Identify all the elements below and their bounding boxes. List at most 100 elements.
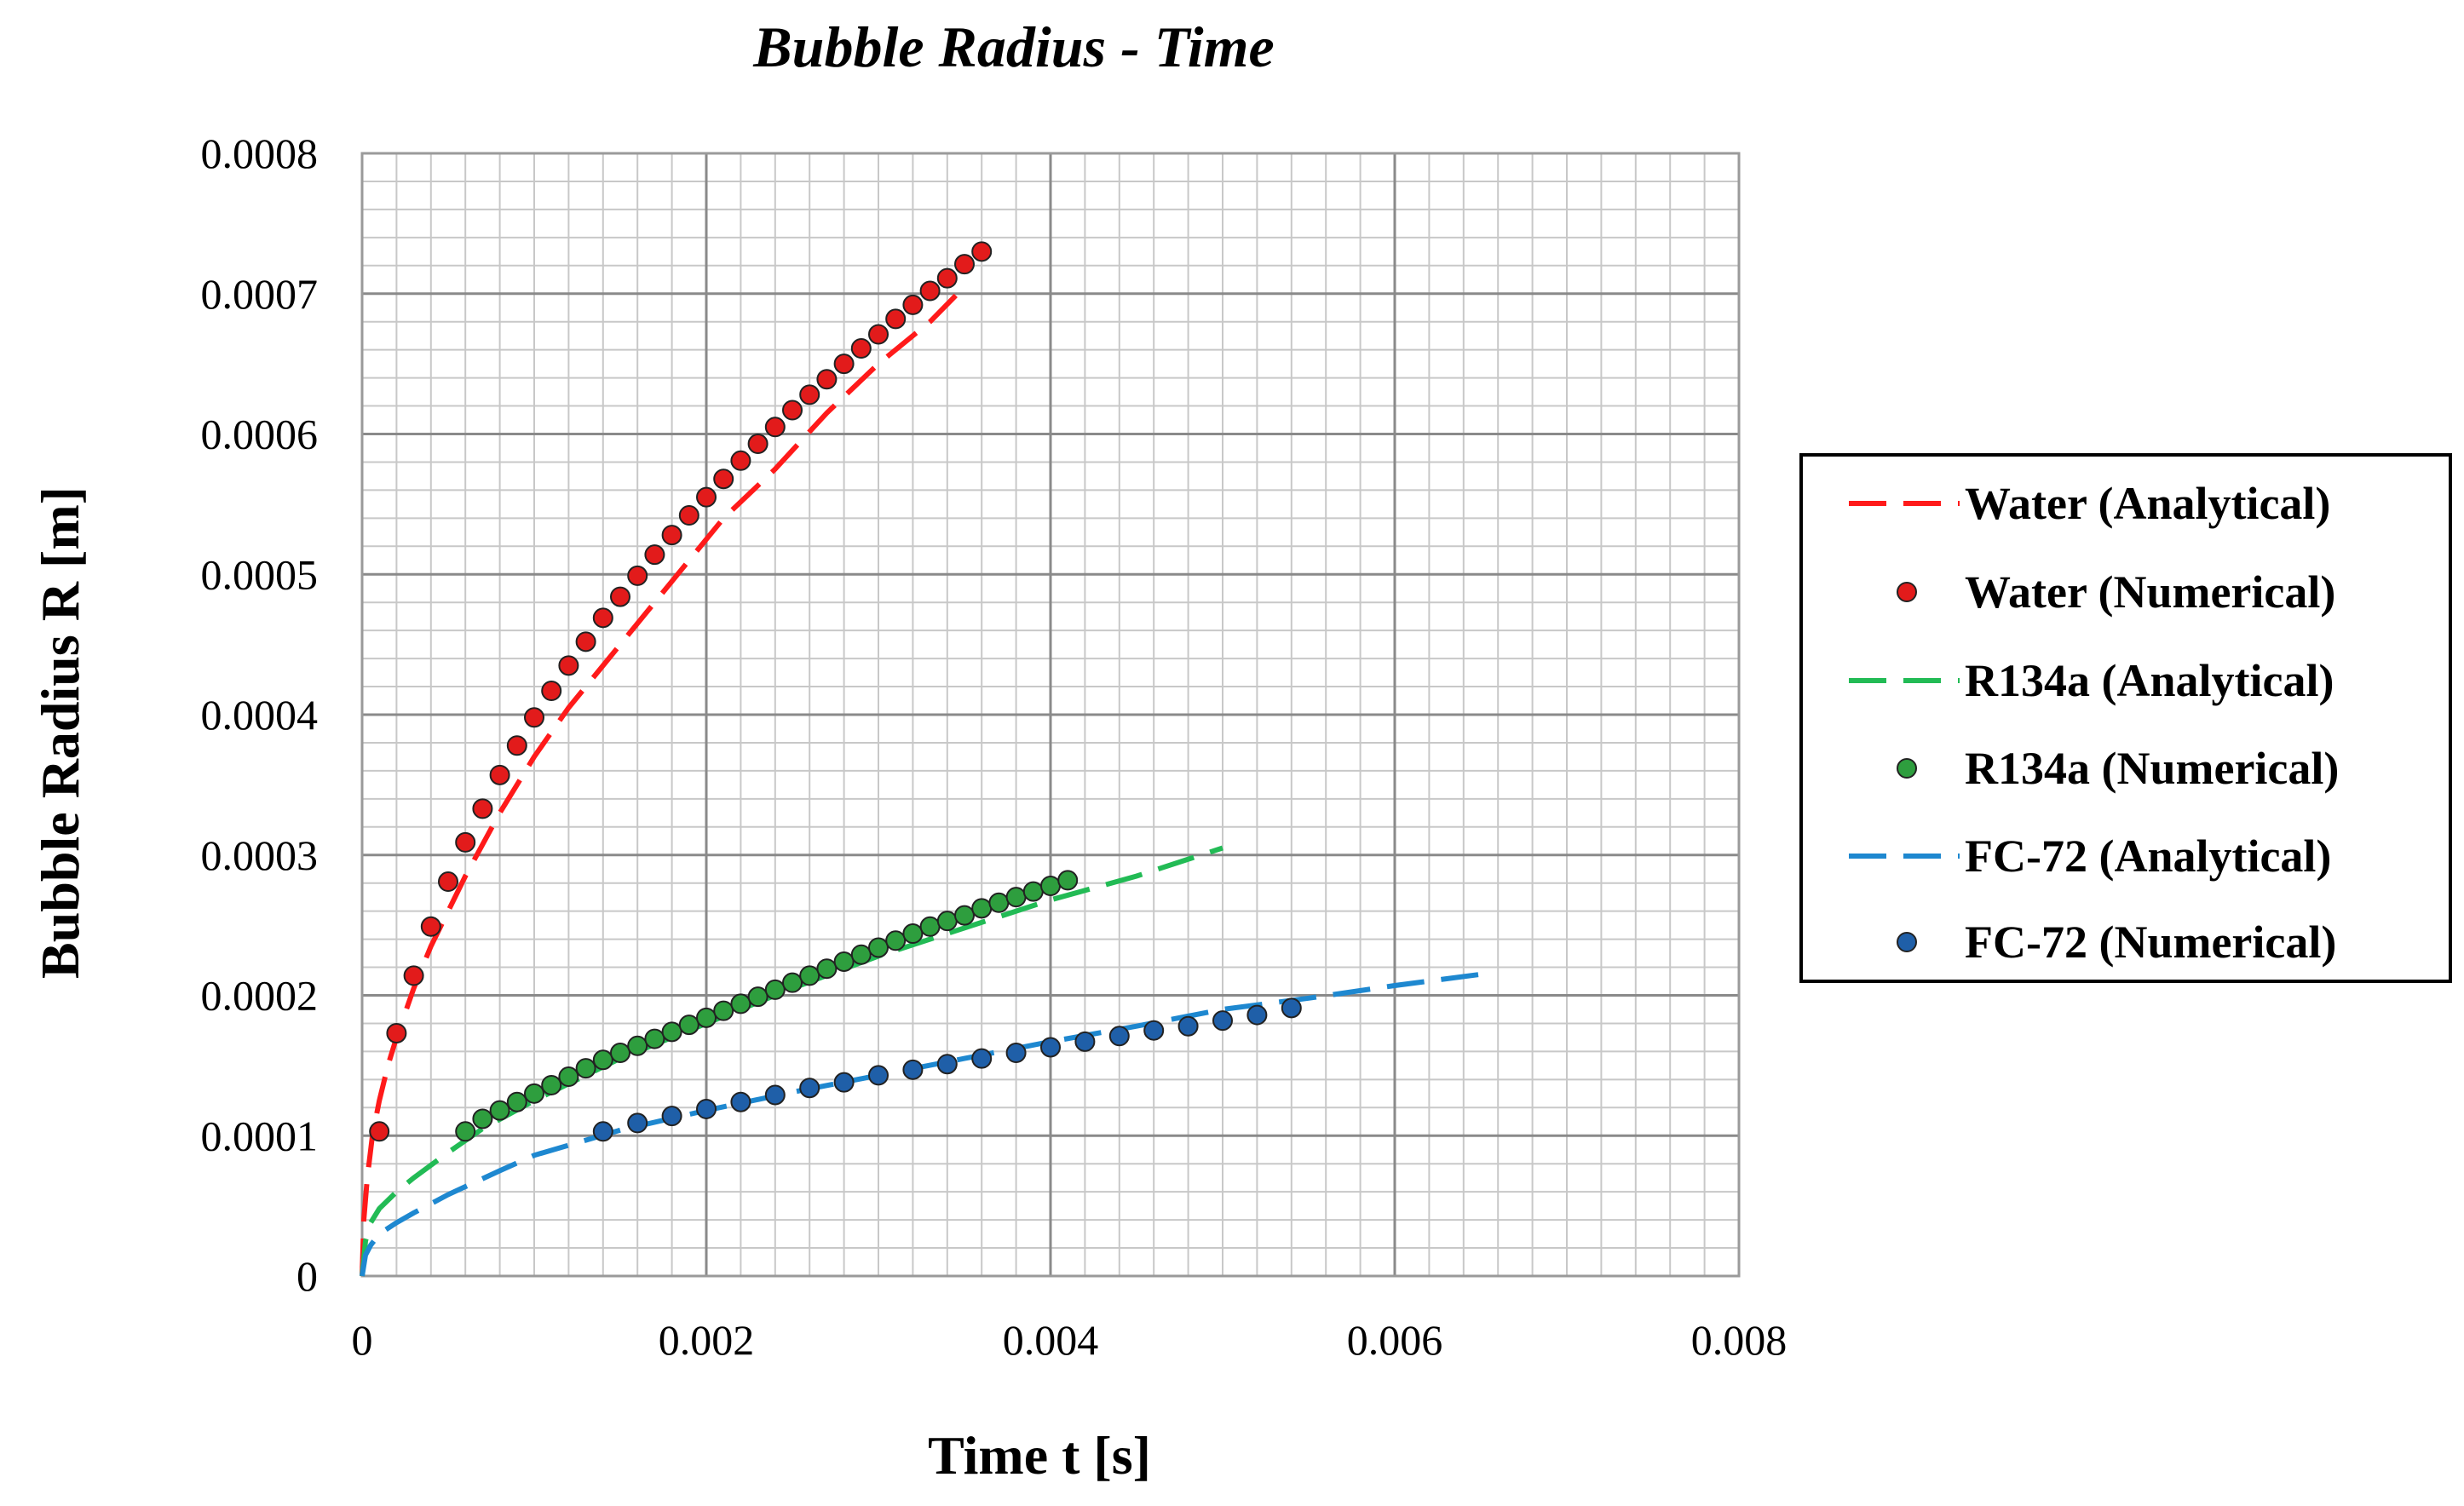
data-point-fc-72-numerical bbox=[833, 1072, 855, 1093]
data-point-r134a-numerical bbox=[575, 1058, 596, 1079]
data-point-fc-72-numerical bbox=[696, 1098, 717, 1119]
data-point-water-numerical bbox=[816, 369, 838, 390]
data-point-r134a-numerical bbox=[592, 1049, 613, 1071]
data-point-water-numerical bbox=[713, 468, 734, 490]
data-point-water-numerical bbox=[764, 417, 786, 438]
series-layer bbox=[360, 241, 1482, 1277]
data-point-water-numerical bbox=[971, 241, 993, 262]
data-point-r134a-numerical bbox=[1005, 887, 1027, 908]
data-point-water-numerical bbox=[506, 735, 527, 756]
data-point-r134a-numerical bbox=[661, 1021, 682, 1043]
data-point-water-numerical bbox=[868, 324, 889, 345]
data-point-r134a-numerical bbox=[885, 930, 907, 951]
x-tick-label: 0.002 bbox=[659, 1316, 755, 1364]
data-point-r134a-numerical bbox=[558, 1066, 579, 1088]
data-point-fc-72-numerical bbox=[1143, 1020, 1165, 1041]
y-tick-label: 0.0007 bbox=[201, 270, 319, 318]
legend-swatch-r134a-numerical bbox=[1897, 758, 1917, 779]
data-point-water-numerical bbox=[644, 544, 665, 566]
data-point-water-numerical bbox=[369, 1121, 390, 1142]
data-point-r134a-numerical bbox=[524, 1083, 544, 1104]
data-point-water-numerical bbox=[782, 399, 803, 421]
legend-label-r134a-numerical: R134a (Numerical) bbox=[1965, 743, 2339, 794]
data-point-fc-72-numerical bbox=[868, 1065, 889, 1086]
x-tick-label: 0 bbox=[352, 1316, 373, 1364]
data-point-water-numerical bbox=[696, 486, 717, 508]
data-point-water-numerical bbox=[558, 655, 579, 676]
major-grid bbox=[362, 153, 1739, 1276]
data-point-r134a-numerical bbox=[541, 1074, 562, 1095]
y-tick-label: 0.0008 bbox=[201, 129, 319, 177]
data-point-r134a-numerical bbox=[644, 1028, 665, 1049]
x-tick-labels: 0 0.002 0.004 0.006 0.008 bbox=[352, 1316, 1788, 1364]
data-point-water-numerical bbox=[799, 384, 820, 405]
data-point-r134a-numerical bbox=[1040, 875, 1061, 896]
data-point-r134a-numerical bbox=[489, 1100, 510, 1121]
data-point-fc-72-numerical bbox=[627, 1112, 648, 1134]
series-line-water-analytical bbox=[360, 285, 967, 1277]
data-point-water-numerical bbox=[455, 831, 476, 853]
data-point-water-numerical bbox=[747, 434, 769, 455]
data-point-r134a-numerical bbox=[506, 1091, 527, 1112]
data-point-water-numerical bbox=[936, 267, 958, 289]
y-tick-label: 0.0002 bbox=[201, 972, 319, 1020]
data-point-r134a-numerical bbox=[713, 1000, 734, 1021]
data-point-water-numerical bbox=[592, 607, 613, 629]
data-point-fc-72-numerical bbox=[592, 1121, 613, 1142]
data-point-water-numerical bbox=[420, 916, 441, 937]
data-point-water-numerical bbox=[730, 450, 751, 471]
data-point-water-numerical bbox=[541, 680, 562, 701]
data-point-water-numerical bbox=[438, 871, 458, 893]
data-point-r134a-numerical bbox=[747, 986, 769, 1008]
data-point-r134a-numerical bbox=[954, 905, 975, 926]
legend-label-r134a-analytical: R134a (Analytical) bbox=[1965, 655, 2334, 706]
data-point-r134a-numerical bbox=[902, 923, 924, 945]
data-point-fc-72-numerical bbox=[661, 1106, 682, 1127]
data-point-r134a-numerical bbox=[764, 979, 786, 1000]
data-point-water-numerical bbox=[610, 586, 630, 607]
x-tick-label: 0.008 bbox=[1691, 1316, 1788, 1364]
legend-label-water-analytical: Water (Analytical) bbox=[1965, 478, 2330, 529]
data-point-r134a-numerical bbox=[730, 993, 751, 1015]
x-tick-label: 0.004 bbox=[1003, 1316, 1099, 1364]
data-point-water-numerical bbox=[627, 565, 648, 586]
data-point-r134a-numerical bbox=[816, 958, 838, 980]
legend-label-fc-72-numerical: FC-72 (Numerical) bbox=[1965, 917, 2336, 968]
data-point-fc-72-numerical bbox=[1246, 1004, 1268, 1026]
data-point-water-numerical bbox=[919, 280, 941, 302]
data-point-r134a-numerical bbox=[799, 965, 820, 986]
data-point-fc-72-numerical bbox=[971, 1048, 993, 1069]
data-point-r134a-numerical bbox=[472, 1108, 493, 1130]
data-point-fc-72-numerical bbox=[1108, 1026, 1130, 1047]
legend-swatch-water-numerical bbox=[1897, 582, 1917, 602]
legend-label-fc-72-analytical: FC-72 (Analytical) bbox=[1965, 831, 2331, 882]
y-tick-label: 0.0005 bbox=[201, 550, 319, 598]
series-line-r134a-analytical bbox=[360, 845, 1223, 1277]
data-point-r134a-numerical bbox=[696, 1007, 717, 1028]
data-point-fc-72-numerical bbox=[902, 1059, 924, 1080]
data-point-water-numerical bbox=[661, 525, 682, 546]
data-point-fc-72-numerical bbox=[936, 1054, 958, 1075]
data-point-water-numerical bbox=[833, 354, 855, 375]
data-point-water-numerical bbox=[885, 308, 907, 330]
data-point-r134a-numerical bbox=[678, 1015, 699, 1036]
series-line-fc-72-analytical bbox=[360, 971, 1482, 1277]
x-tick-label: 0.006 bbox=[1347, 1316, 1443, 1364]
data-point-water-numerical bbox=[403, 965, 424, 986]
data-point-fc-72-numerical bbox=[1040, 1037, 1061, 1058]
data-point-r134a-numerical bbox=[610, 1043, 630, 1064]
data-point-r134a-numerical bbox=[782, 972, 803, 993]
legend-swatch-fc-72-numerical bbox=[1897, 932, 1917, 952]
legend-label-water-numerical: Water (Numerical) bbox=[1965, 566, 2335, 618]
data-point-water-numerical bbox=[472, 798, 493, 819]
legend-box bbox=[1799, 453, 2452, 983]
data-point-r134a-numerical bbox=[833, 951, 855, 972]
y-tick-labels: 0 0.0001 0.0002 0.0003 0.0004 0.0005 0.0006 0.0… bbox=[201, 129, 319, 1300]
y-tick-label: 0.0006 bbox=[201, 411, 319, 458]
data-point-fc-72-numerical bbox=[799, 1078, 820, 1099]
y-tick-label: 0 bbox=[296, 1252, 318, 1300]
data-point-fc-72-numerical bbox=[1212, 1010, 1233, 1032]
data-point-water-numerical bbox=[489, 764, 510, 785]
data-point-water-numerical bbox=[524, 707, 544, 728]
data-point-r134a-numerical bbox=[919, 916, 941, 937]
